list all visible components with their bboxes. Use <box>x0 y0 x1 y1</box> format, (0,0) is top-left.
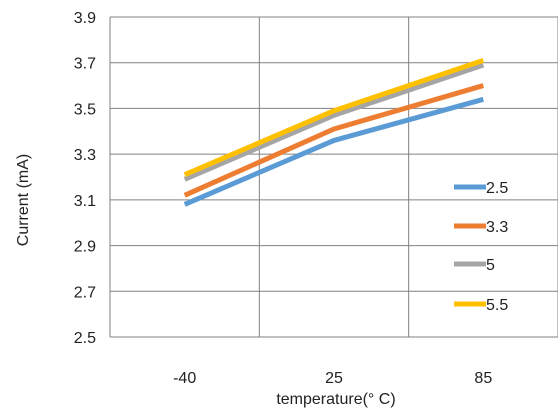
y-tick-label: 3.1 <box>74 193 96 210</box>
y-tick-label: 2.5 <box>74 330 96 347</box>
y-tick-label: 2.9 <box>74 239 96 256</box>
legend-entry-5: 5 <box>486 257 495 274</box>
y-tick-label: 3.5 <box>74 101 96 118</box>
series-line-5.5 <box>183 58 485 178</box>
legend-entry-3.3: 3.3 <box>486 219 508 236</box>
x-tick-label: 25 <box>325 370 343 387</box>
series-lines <box>183 58 485 207</box>
series-line-3.3 <box>183 83 485 198</box>
y-tick-label: 3.9 <box>74 10 96 27</box>
legend: 2.5 3.3 5 5.5 <box>454 180 508 314</box>
y-axis-ticks: 2.5 2.7 2.9 3.1 3.3 3.5 3.7 3.9 <box>74 10 96 347</box>
series-line-2.5 <box>183 96 484 207</box>
series-line-5 <box>183 62 485 182</box>
y-tick-label: 3.7 <box>74 56 96 73</box>
legend-entry-5.5: 5.5 <box>486 297 508 314</box>
y-axis-label: Current (mA) <box>15 154 32 246</box>
x-axis-ticks: -40 25 85 <box>173 370 492 387</box>
legend-entry-2.5: 2.5 <box>486 180 508 197</box>
x-axis-label: temperature(° C) <box>276 391 395 408</box>
y-tick-label: 3.3 <box>74 147 96 164</box>
grid-lines <box>109 16 558 338</box>
x-tick-label: -40 <box>173 370 196 387</box>
x-tick-label: 85 <box>474 370 492 387</box>
y-tick-label: 2.7 <box>74 284 96 301</box>
